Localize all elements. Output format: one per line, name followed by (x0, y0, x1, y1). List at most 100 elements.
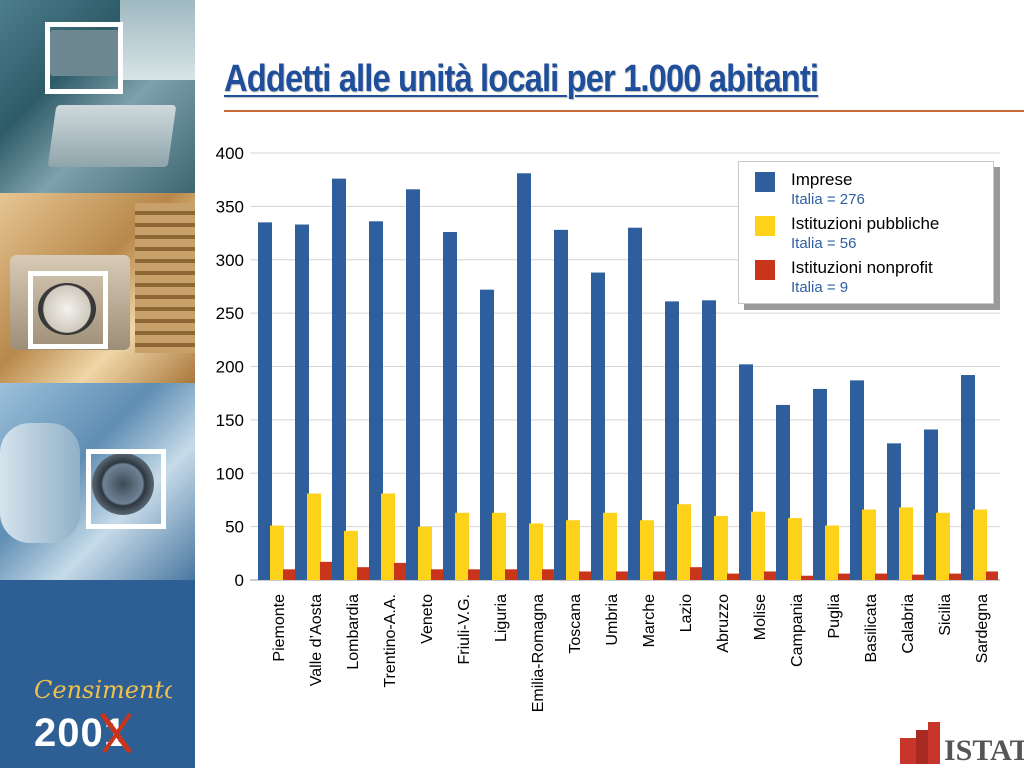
x-category-label: Basilicata (863, 594, 880, 663)
bar-istituzioni-nonprofit (838, 573, 850, 580)
bar-istituzioni-nonprofit (764, 571, 776, 580)
x-category-label: Trentino-A.A. (382, 594, 399, 688)
bar-istituzioni-nonprofit (394, 562, 406, 580)
legend-label-imprese: Imprese (791, 170, 853, 189)
bar-imprese (480, 289, 494, 580)
bar-istituzioni-pubbliche (344, 530, 358, 580)
legend-note-istituzioni-pubbliche: Italia = 56 (791, 235, 857, 252)
bar-istituzioni-pubbliche (307, 493, 321, 580)
y-tick-label: 200 (216, 358, 244, 377)
x-category-label: Lazio (678, 594, 695, 632)
bar-istituzioni-pubbliche (825, 525, 839, 580)
bar-imprese (850, 380, 864, 580)
legend-swatch-istituzioni-nonprofit (755, 260, 775, 280)
census-2001-logo: Censimento 2001 (34, 676, 172, 755)
bar-istituzioni-pubbliche (640, 520, 654, 580)
bar-imprese (258, 222, 272, 580)
bar-istituzioni-pubbliche (788, 518, 802, 580)
y-tick-label: 400 (216, 144, 244, 163)
bar-istituzioni-nonprofit (653, 571, 665, 580)
bar-imprese (887, 443, 901, 580)
bar-istituzioni-nonprofit (727, 573, 739, 580)
photo-frame-1 (45, 22, 123, 94)
bar-imprese (295, 224, 309, 580)
photo-scale-body (47, 105, 177, 167)
istat-logo-block-top (928, 722, 940, 764)
bar-istituzioni-nonprofit (283, 569, 295, 580)
x-category-label: Friuli-V.G. (456, 594, 473, 665)
sidebar-panel: Censimento 2001 (0, 0, 195, 768)
y-tick-label: 350 (216, 197, 244, 216)
x-category-label: Sardegna (974, 594, 991, 663)
bar-istituzioni-pubbliche (751, 511, 765, 580)
bar-istituzioni-pubbliche (714, 515, 728, 580)
x-category-label: Lombardia (345, 594, 362, 670)
page-title: Addetti alle unità locali per 1.000 abit… (224, 58, 819, 100)
bar-imprese (554, 229, 568, 581)
bar-istituzioni-pubbliche (973, 509, 987, 580)
legend-swatch-istituzioni-pubbliche (755, 216, 775, 236)
bar-istituzioni-pubbliche (899, 507, 913, 580)
bar-istituzioni-nonprofit (542, 569, 554, 580)
census-logo-year: 2001 (34, 711, 127, 755)
photo-market-scale (0, 0, 195, 193)
bar-imprese (924, 429, 938, 580)
bar-istituzioni-pubbliche (455, 512, 469, 580)
bar-istituzioni-nonprofit (579, 571, 591, 580)
census-logo-script: Censimento (34, 676, 172, 704)
bar-imprese (517, 173, 531, 580)
legend-label-istituzioni-pubbliche: Istituzioni pubbliche (791, 214, 940, 233)
bar-istituzioni-pubbliche (862, 509, 876, 580)
bar-istituzioni-nonprofit (616, 571, 628, 580)
photo-scale-display (50, 30, 120, 76)
bar-imprese (961, 375, 975, 580)
x-category-label: Abruzzo (715, 594, 732, 653)
bar-istituzioni-pubbliche (603, 512, 617, 580)
y-tick-label: 150 (216, 411, 244, 430)
y-tick-label: 100 (216, 464, 244, 483)
bar-istituzioni-nonprofit (320, 561, 332, 580)
bar-istituzioni-pubbliche (270, 525, 284, 580)
bar-imprese (665, 301, 679, 580)
istat-logo-text: ISTAT (944, 734, 1024, 766)
bar-istituzioni-pubbliche (936, 512, 950, 580)
photo-frame-3 (86, 449, 166, 529)
x-category-label: Marche (641, 594, 658, 647)
istat-logo-block-left (900, 738, 920, 764)
bar-istituzioni-pubbliche (418, 526, 432, 580)
x-category-label: Emilia-Romagna (530, 594, 547, 712)
y-tick-label: 300 (216, 251, 244, 270)
bar-istituzioni-pubbliche (492, 512, 506, 580)
x-category-label: Toscana (567, 594, 584, 654)
y-tick-label: 50 (225, 518, 244, 537)
istat-logo: ISTAT (900, 722, 1024, 766)
bar-imprese (776, 404, 790, 580)
photo-market-stall (120, 0, 195, 80)
bar-istituzioni-pubbliche (529, 523, 543, 580)
x-category-label: Puglia (826, 594, 843, 639)
bar-chart: 0 50 100 150 200 250 300 350 400 Piemonte Valle d… (216, 144, 1000, 712)
bar-istituzioni-nonprofit (801, 575, 813, 580)
bar-istituzioni-nonprofit (431, 569, 443, 580)
photo-clock-face (38, 283, 96, 335)
bar-imprese (628, 227, 642, 580)
bar-imprese (369, 221, 383, 580)
y-tick-label: 250 (216, 304, 244, 323)
x-category-label: Piemonte (271, 594, 288, 662)
bar-istituzioni-nonprofit (690, 567, 702, 580)
x-category-label: Calabria (900, 594, 917, 654)
legend-note-istituzioni-nonprofit: Italia = 9 (791, 279, 849, 296)
x-category-label: Campania (789, 594, 806, 667)
bar-istituzioni-nonprofit (505, 569, 517, 580)
x-category-label: Molise (752, 594, 769, 640)
photo-machine-arm (0, 423, 80, 543)
x-category-label: Umbria (604, 594, 621, 646)
bar-istituzioni-nonprofit (986, 571, 998, 580)
bar-imprese (739, 364, 753, 580)
bar-imprese (702, 300, 716, 580)
y-axis-ticks: 0 50 100 150 200 250 300 350 400 (216, 144, 244, 590)
bar-imprese (591, 272, 605, 580)
title-underline-rule (224, 110, 1024, 112)
photo-clock-shelves (135, 203, 195, 353)
photo-gear-wheel (92, 453, 154, 515)
